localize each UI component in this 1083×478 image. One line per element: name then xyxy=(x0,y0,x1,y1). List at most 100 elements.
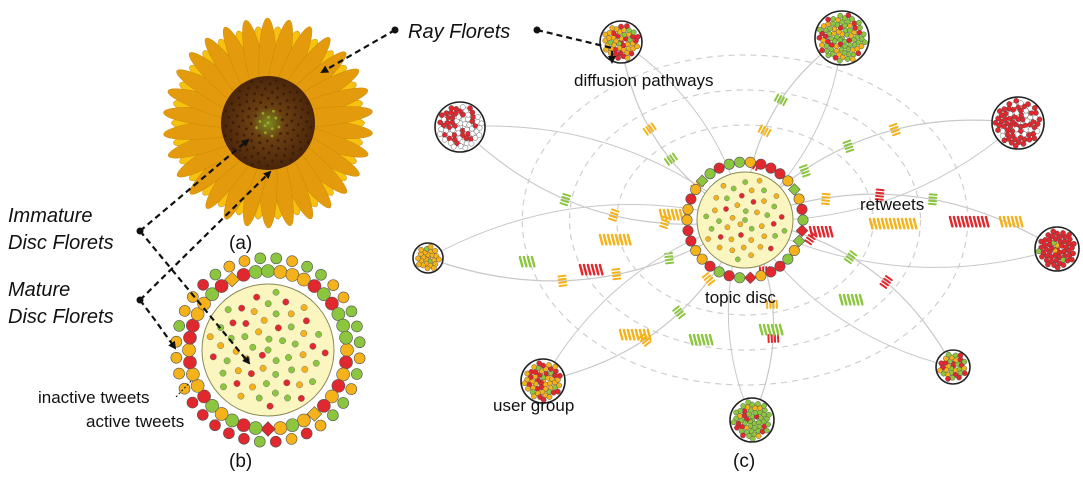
retweet-mark xyxy=(876,217,882,230)
user-cell xyxy=(1028,110,1035,116)
user-cell xyxy=(624,55,631,61)
floret xyxy=(797,214,809,226)
retweet-mark xyxy=(773,333,777,343)
retweet-mark xyxy=(665,261,675,265)
floret xyxy=(713,266,725,278)
mature-arrow-b xyxy=(139,299,177,350)
floret xyxy=(190,379,205,393)
tweet-dot xyxy=(264,300,272,308)
retweet-mark xyxy=(821,199,831,202)
outer-floret xyxy=(353,352,366,365)
seed-dot xyxy=(261,147,265,150)
floret xyxy=(297,272,311,287)
retweet-mark xyxy=(762,323,768,336)
retweet-mark xyxy=(758,323,764,336)
tweet-dot xyxy=(748,187,755,194)
floret-diamond xyxy=(695,174,709,188)
seed-dot xyxy=(266,121,270,125)
outer-floret xyxy=(315,268,327,281)
user-cell xyxy=(555,388,561,395)
seed-dot xyxy=(298,140,302,144)
tweet-dot xyxy=(778,214,785,220)
retweet-mark xyxy=(766,300,769,310)
seed-dot xyxy=(235,114,239,118)
tweet-dot xyxy=(259,364,267,372)
mature-arrow-a xyxy=(139,170,272,301)
seed-dot xyxy=(247,107,251,110)
user-cell xyxy=(1034,128,1041,135)
user-cell xyxy=(745,399,751,406)
user-cell xyxy=(730,419,737,426)
tweet-dot xyxy=(287,323,295,331)
retweet-mark xyxy=(659,224,668,230)
tweet-dot xyxy=(730,185,737,192)
retweet-mark xyxy=(676,310,684,317)
retweet-mark xyxy=(674,307,682,315)
user-cell xyxy=(1008,139,1015,146)
immature-label-2: Disc Florets xyxy=(8,232,114,254)
seed-dot xyxy=(274,116,278,120)
seed-dot xyxy=(250,155,254,158)
user-cell xyxy=(749,436,756,442)
seed-dot xyxy=(293,113,297,117)
tweet-dot xyxy=(264,346,272,354)
retweet-mark xyxy=(845,148,855,153)
user-cell xyxy=(467,105,473,111)
tweet-dot xyxy=(724,195,730,202)
retweet-mark xyxy=(824,225,830,238)
user-cell xyxy=(1020,141,1027,147)
retweet-mark xyxy=(928,196,938,200)
outer-floret xyxy=(345,383,358,395)
retweet-mark xyxy=(777,333,780,343)
seed-dot xyxy=(265,139,269,143)
seed-dot xyxy=(279,132,282,135)
user-cell xyxy=(450,143,457,150)
user-cell xyxy=(1038,238,1044,245)
seed-dot xyxy=(257,160,261,164)
floret xyxy=(690,183,702,195)
retweet-mark xyxy=(609,211,619,216)
floret xyxy=(734,272,746,284)
floret xyxy=(723,158,735,170)
outer-floret xyxy=(223,260,236,273)
tweet-dot xyxy=(274,324,282,332)
user-cell xyxy=(552,364,558,370)
tweet-dot xyxy=(224,306,232,313)
floret xyxy=(225,413,239,428)
user-cell xyxy=(1013,98,1020,104)
seed-dot xyxy=(285,124,289,127)
retweet-mark xyxy=(526,255,532,268)
user-cell xyxy=(440,122,447,129)
user-cell xyxy=(427,243,434,250)
retweet-mark xyxy=(704,333,710,346)
retweet-mark xyxy=(598,233,604,246)
retweet-mark xyxy=(812,225,818,238)
retweet-mark xyxy=(766,128,772,138)
floret xyxy=(704,260,716,272)
immature-arrow-a xyxy=(139,138,250,232)
user-cell xyxy=(1001,137,1008,144)
user-cell xyxy=(816,34,823,41)
tweet-dot xyxy=(742,208,749,214)
tweet-dot xyxy=(703,213,710,220)
retweet-mark xyxy=(606,233,612,246)
seed-dot xyxy=(250,132,254,136)
seed-dot xyxy=(231,121,235,125)
immature-label-1: Immature xyxy=(8,205,92,227)
outer-floret xyxy=(223,427,235,440)
retweet-mark xyxy=(763,127,769,136)
floret xyxy=(755,158,767,170)
seed-dot xyxy=(241,109,245,113)
retweet-mark xyxy=(708,333,714,346)
user-cell xyxy=(830,20,836,27)
user-cell xyxy=(609,25,616,31)
retweet-mark xyxy=(849,250,858,257)
retweet-mark xyxy=(630,328,636,341)
seed-dot xyxy=(292,128,296,132)
user-cell xyxy=(996,108,1003,114)
seed-dot xyxy=(278,109,282,113)
retweet-mark xyxy=(874,198,884,201)
retweet-mark xyxy=(586,263,592,276)
outer-floret xyxy=(270,252,283,265)
user-cell xyxy=(470,114,476,120)
